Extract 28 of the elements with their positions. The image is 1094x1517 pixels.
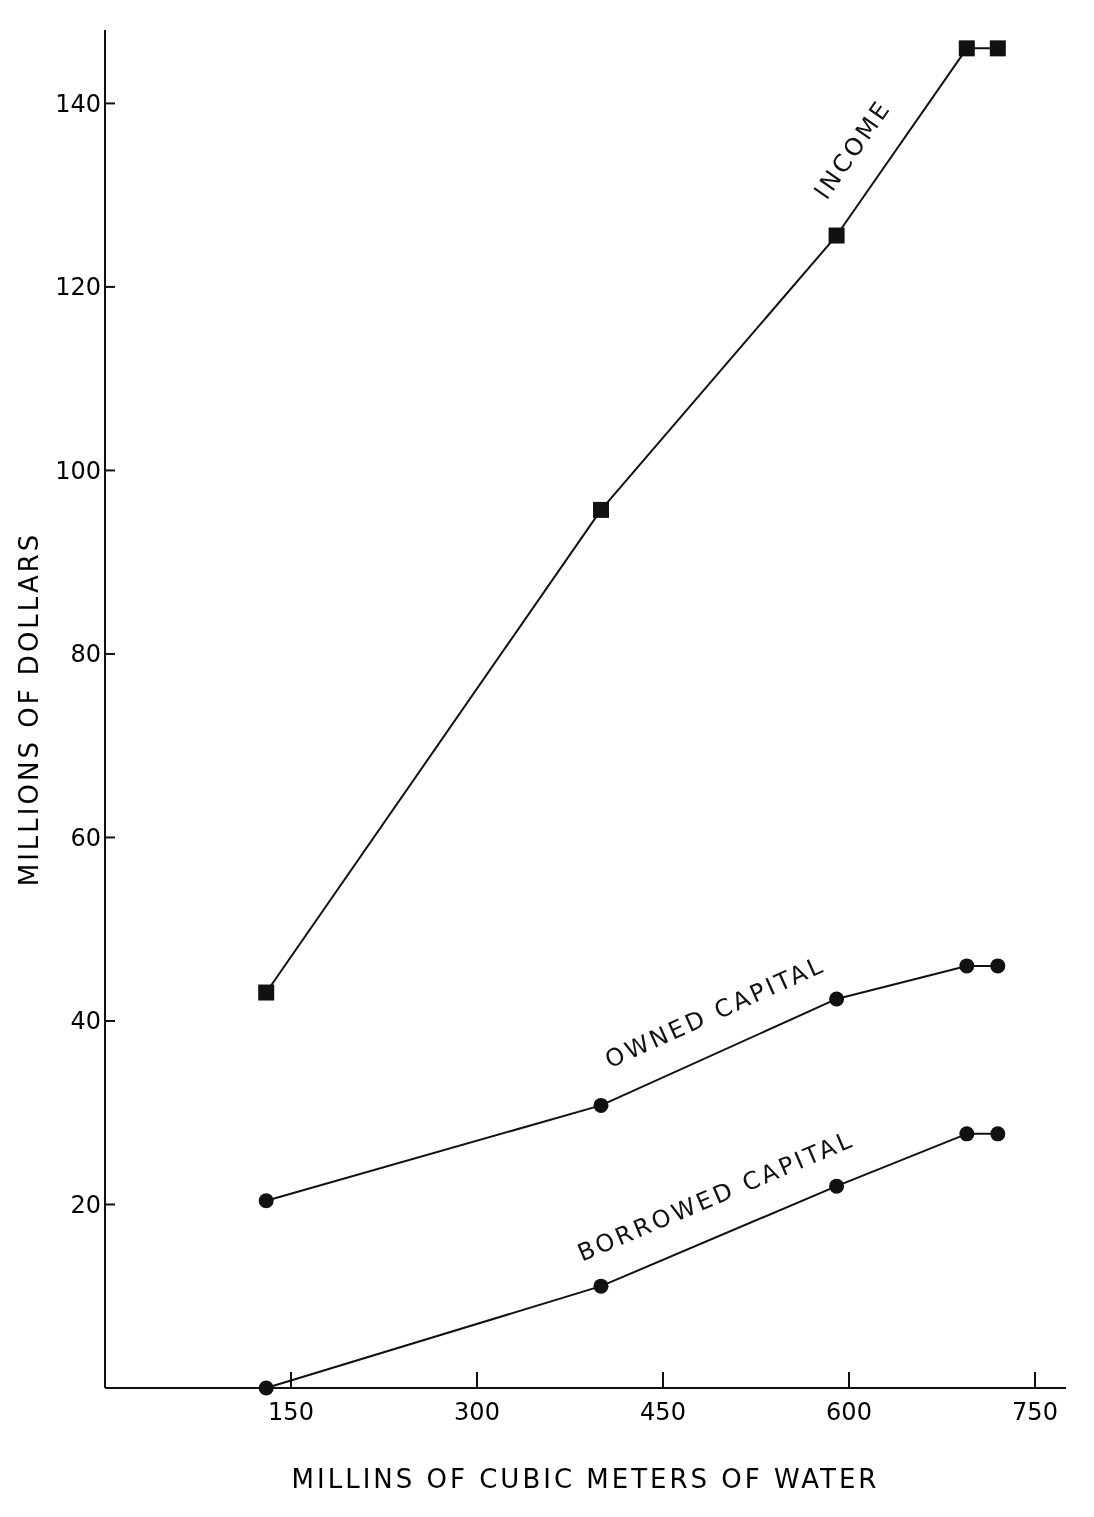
point xyxy=(258,1193,274,1209)
point xyxy=(959,958,975,974)
point xyxy=(829,991,845,1007)
x-tick-label: 450 xyxy=(640,1398,686,1426)
x-tick-label: 600 xyxy=(826,1398,872,1426)
y-tick-label: 40 xyxy=(70,1007,101,1036)
point xyxy=(258,1380,274,1396)
point xyxy=(990,958,1006,974)
point xyxy=(989,40,1006,57)
point xyxy=(593,1097,609,1113)
y-tick-label: 140 xyxy=(55,89,101,118)
x-tick-label: 150 xyxy=(268,1398,314,1426)
y-tick-label: 120 xyxy=(55,273,101,302)
point xyxy=(828,227,845,244)
x-tick-label: 750 xyxy=(1012,1398,1058,1426)
y-tick-label: 80 xyxy=(70,640,101,669)
x-axis-title: MILLINS OF CUBIC METERS OF WATER xyxy=(291,1464,880,1494)
y-axis-title: MILLIONS OF DOLLARS xyxy=(14,531,44,887)
point xyxy=(990,1126,1006,1142)
point xyxy=(258,984,275,1001)
point xyxy=(959,1126,975,1142)
y-tick-label: 60 xyxy=(70,823,101,852)
point xyxy=(593,501,609,518)
y-tick-label: 20 xyxy=(70,1190,101,1219)
point xyxy=(593,1278,609,1294)
y-tick-label: 100 xyxy=(55,456,101,485)
x-tick-label: 300 xyxy=(454,1398,500,1426)
point xyxy=(958,40,975,57)
